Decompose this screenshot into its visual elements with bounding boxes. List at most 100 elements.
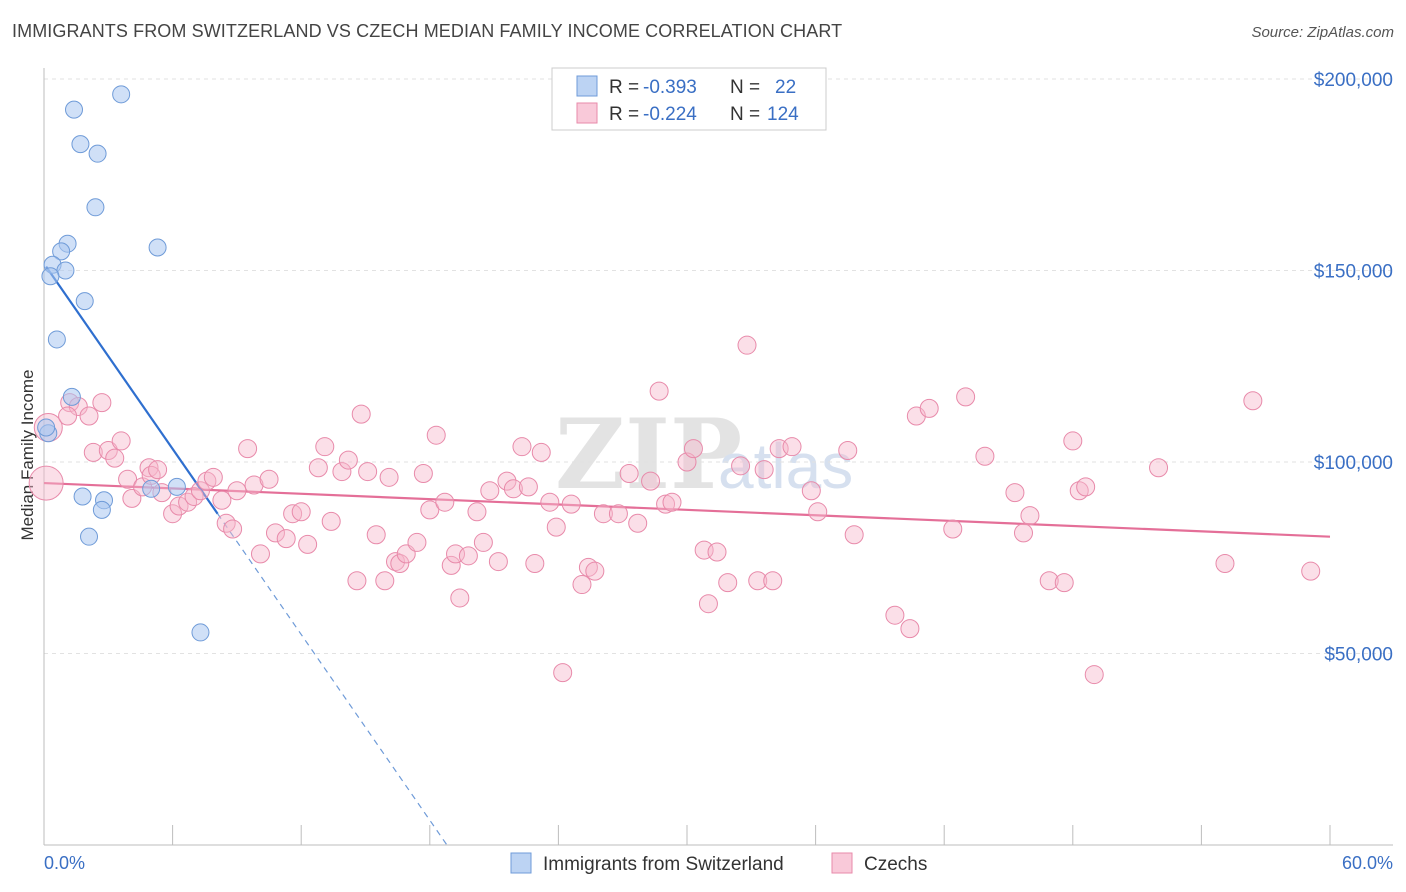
legend-n-label-swiss: N = [730, 77, 760, 98]
swiss-trend-line [45, 266, 219, 515]
czechs-point [808, 502, 828, 522]
czechs-point [737, 335, 757, 355]
czechs-point [885, 605, 905, 625]
czechs-point [148, 460, 168, 480]
czechs-point [649, 381, 669, 401]
czechs-point [662, 492, 682, 512]
czechs-point [782, 437, 802, 457]
czechs-point [79, 406, 99, 426]
legend-n-value-swiss: 22 [775, 77, 796, 98]
czechs-point [900, 619, 920, 639]
czechs-point [28, 465, 64, 501]
y-tick-label: $50,000 [1324, 645, 1393, 666]
czechs-point [531, 442, 551, 462]
czechs-point [407, 532, 427, 552]
czechs-point [244, 475, 264, 495]
czechs-point [1005, 483, 1025, 503]
czechs-point [259, 469, 279, 489]
czechs-point [212, 490, 232, 510]
y-tick-label: $150,000 [1314, 262, 1393, 283]
trend-lines [43, 266, 1331, 846]
stats-legend-box [551, 67, 827, 131]
bottom-legend-label-swiss: Immigrants from Switzerland [543, 854, 784, 875]
czechs-point [467, 502, 487, 522]
czechs-point [1063, 431, 1083, 451]
y-tick-labels: $50,000 $100,000 $150,000 $200,000 [1314, 70, 1393, 666]
czechs-point [1039, 571, 1059, 591]
legend-r-value-swiss: -0.393 [643, 77, 697, 98]
czechs-point [754, 460, 774, 480]
czechs-point [347, 571, 367, 591]
czechs-point [553, 663, 573, 683]
legend-n-label-czechs: N = [730, 104, 760, 125]
source-credit: Source: ZipAtlas.com [1251, 24, 1394, 41]
czechs-point [608, 504, 628, 524]
swiss-point [191, 623, 210, 642]
czechs-point [956, 387, 976, 407]
czechs-point [118, 469, 138, 489]
swiss-point [80, 527, 99, 546]
czechs-point [426, 425, 446, 445]
czechs-point [1020, 506, 1040, 526]
czechs-point [1076, 477, 1096, 497]
czechs-point [441, 555, 461, 575]
czechs-point [190, 481, 210, 501]
czechs-point [1215, 553, 1235, 573]
czechs-point [844, 525, 864, 545]
legend-swatch-czechs [576, 102, 598, 124]
legend-r-value-czechs: -0.224 [643, 104, 697, 125]
swiss-point [65, 100, 84, 119]
swiss-point [167, 477, 186, 496]
czechs-point [512, 437, 532, 457]
czechs-point [390, 553, 410, 573]
czechs-point [518, 477, 538, 497]
czechs-point [420, 500, 440, 520]
czechs-point [375, 571, 395, 591]
swiss-point [56, 261, 75, 280]
czechs-point [480, 481, 500, 501]
czechs-point [250, 544, 270, 564]
czechs-point [628, 513, 648, 533]
czechs-point [585, 561, 605, 581]
czechs-point [223, 519, 243, 539]
axes [43, 68, 1393, 846]
swiss-point [71, 135, 90, 154]
swiss-point [148, 238, 167, 257]
swiss-point [52, 242, 71, 261]
x-tick-label-max: 60.0% [1342, 853, 1393, 873]
czechs-point [801, 481, 821, 501]
czechs-point [698, 594, 718, 614]
swiss-point [86, 198, 105, 217]
czechs-point [351, 404, 371, 424]
watermark-zip: ZIP [555, 398, 742, 511]
czechs-point [379, 467, 399, 487]
czechs-point [707, 542, 727, 562]
czechs-point [238, 439, 258, 459]
czechs-point [718, 573, 738, 593]
czechs-point [497, 471, 517, 491]
swiss-point [73, 487, 92, 506]
stats-legend: R = -0.393 N = 22 R = -0.224 N = 124 [551, 67, 827, 131]
czechs-point [98, 441, 118, 461]
bottom-legend-swatch-swiss [510, 852, 532, 874]
czechs-point [975, 446, 995, 466]
legend-n-value-czechs: 124 [767, 104, 799, 125]
bottom-legend-label-czechs: Czechs [864, 854, 927, 875]
czechs-point [1054, 573, 1074, 593]
czechs-point [525, 553, 545, 573]
swiss-point [112, 85, 131, 104]
czechs-point [838, 441, 858, 461]
czechs-point [546, 517, 566, 537]
swiss-point [47, 330, 66, 349]
czechs-point [276, 529, 296, 549]
czechs-point [58, 406, 78, 426]
czechs-trend-line [43, 481, 1331, 538]
czechs-point [748, 571, 768, 591]
czechs-point [619, 463, 639, 483]
czechs-point [315, 437, 335, 457]
czechs-point [163, 504, 183, 524]
czechs-point [203, 467, 223, 487]
czechs-point [338, 450, 358, 470]
grid-lines [44, 78, 1393, 654]
swiss-point [75, 292, 94, 311]
